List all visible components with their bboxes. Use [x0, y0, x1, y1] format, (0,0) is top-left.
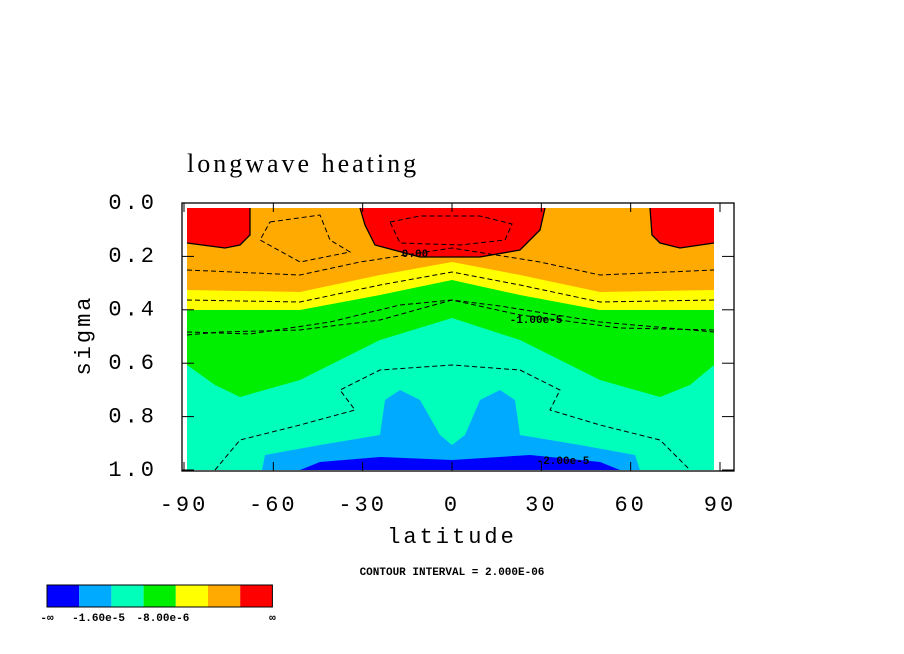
y-tick-label: 1.0 [108, 458, 157, 483]
contour-line [186, 247, 715, 276]
x-axis-label: latitude [387, 525, 517, 550]
y-axis-label: sigma [72, 294, 97, 375]
contour-line [359, 207, 546, 258]
colorbar-swatch [111, 585, 144, 607]
y-tick-label: 0.4 [108, 298, 157, 323]
colorbar-frame [46, 584, 273, 608]
contour-lines [186, 207, 715, 471]
contour-fill [360, 208, 545, 257]
y-tick-label: 0.6 [108, 351, 157, 376]
colorbar-label: -∞ [40, 613, 54, 625]
x-tick-label: -60 [249, 493, 298, 518]
x-tick-label: 60 [614, 493, 646, 518]
contour-fill [187, 318, 714, 470]
y-tick-label: 0.0 [108, 191, 157, 216]
contour-line [389, 215, 513, 246]
colorbar-swatch [175, 585, 208, 607]
contour-line [186, 271, 715, 303]
contour-label: 0.00 [402, 249, 428, 261]
contour-fill [187, 208, 250, 248]
contour-interval: CONTOUR INTERVAL = 2.000E-06 [360, 567, 545, 579]
contour-fill [262, 390, 640, 470]
x-tick-label: 30 [525, 493, 557, 518]
contour-line [186, 299, 715, 335]
contour-line [214, 364, 691, 471]
y-tick-label: 0.2 [108, 244, 157, 269]
contour-line [186, 208, 251, 249]
contour-fill [300, 455, 620, 470]
contour-label: -2.00e-5 [537, 456, 590, 468]
colorbar-swatch [79, 585, 112, 607]
x-tick-label: 0 [444, 493, 460, 518]
chart-title: longwave heating [187, 149, 419, 178]
colorbar-swatch [208, 585, 241, 607]
colorbar-label: -8.00e-6 [137, 613, 190, 625]
contour-line [259, 214, 352, 263]
x-tick-label: -90 [160, 493, 209, 518]
colorbar-label: ∞ [269, 613, 276, 625]
contour-line [649, 207, 715, 249]
x-tick-label: -30 [338, 493, 387, 518]
contour-fills [187, 208, 714, 470]
colorbar-label: -1.60e-5 [72, 613, 125, 625]
x-tick-label: 90 [704, 493, 736, 518]
colorbar-swatch [143, 585, 176, 607]
plot-frame [181, 202, 735, 472]
colorbar-swatch [240, 585, 273, 607]
colorbar-swatch [47, 585, 80, 607]
contour-label: -1.00e-5 [510, 315, 563, 327]
y-tick-label: 0.8 [108, 404, 157, 429]
contour-fill [650, 208, 714, 248]
